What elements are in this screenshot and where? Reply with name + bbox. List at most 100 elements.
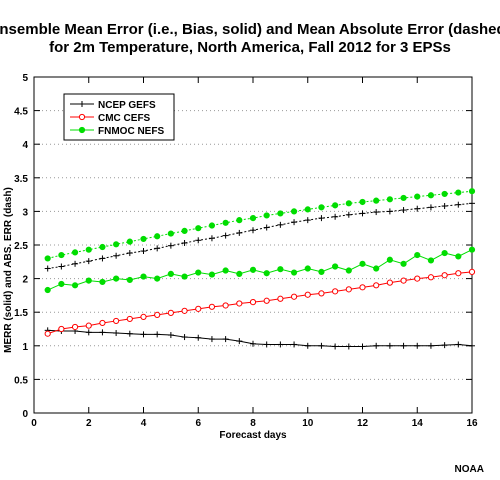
- legend-label-ncep: NCEP GEFS: [98, 100, 156, 111]
- ncep-gefs-bias-point: [250, 340, 256, 347]
- fnmoc-nefs-mae-point: [277, 210, 284, 217]
- fnmoc-nefs-mae-point: [249, 215, 257, 222]
- ncep-gefs-bias-point: [277, 341, 284, 348]
- fnmoc-nefs-mae-point: [44, 255, 51, 262]
- fnmoc-nefs-mae-point: [386, 196, 393, 203]
- cmc-cefs-bias-point: [332, 288, 339, 295]
- y-axis-label: MERR (solid) and ABS. ERR (dash): [3, 187, 14, 353]
- fnmoc-nefs-bias-point: [58, 280, 65, 288]
- ncep-gefs-mae-point: [44, 265, 51, 272]
- ncep-gefs-mae-point: [140, 248, 147, 255]
- ncep-gefs-mae-point: [167, 242, 174, 249]
- ncep-gefs-mae-point: [441, 203, 448, 210]
- ncep-gefs-mae-point: [263, 224, 270, 231]
- fnmoc-nefs-mae-point: [85, 246, 92, 253]
- fnmoc-nefs-bias-point: [167, 270, 174, 277]
- x-axis-label: Forecast days: [219, 430, 287, 441]
- cmc-cefs-bias-point: [304, 291, 311, 298]
- ncep-gefs-bias-point: [113, 330, 120, 337]
- fnmoc-nefs-bias-point: [85, 277, 92, 284]
- y-tick-label: 0: [22, 409, 28, 420]
- cmc-cefs-bias-point: [468, 268, 476, 275]
- fnmoc-nefs-mae-point: [414, 193, 421, 200]
- ncep-gefs-mae-point: [332, 213, 339, 220]
- y-tick-label: 0.5: [14, 375, 28, 386]
- cmc-cefs-bias-point: [318, 290, 325, 297]
- cmc-cefs-bias-point: [427, 274, 435, 281]
- fnmoc-nefs-bias-point: [304, 265, 311, 272]
- ncep-gefs-mae-point: [126, 250, 133, 257]
- ncep-gefs-bias-point: [359, 343, 366, 350]
- y-tick-label: 3.5: [14, 174, 28, 185]
- y-tick-label: 2.5: [14, 241, 28, 252]
- fnmoc-nefs-bias-point: [71, 282, 79, 289]
- fnmoc-nefs-bias-point: [113, 275, 120, 282]
- ncep-gefs-mae-point: [181, 239, 188, 246]
- fnmoc-nefs-mae-point: [181, 227, 188, 234]
- ncep-gefs-bias-point: [154, 331, 161, 338]
- fnmoc-nefs-mae-line: [47, 190, 473, 259]
- ncep-gefs-bias-point: [414, 342, 421, 349]
- series-group: [44, 188, 476, 350]
- ncep-gefs-mae-point: [72, 260, 79, 267]
- cmc-cefs-bias-point: [58, 325, 65, 333]
- x-tick-label: 0: [31, 418, 37, 429]
- fnmoc-nefs-mae-point: [126, 238, 133, 245]
- fnmoc-nefs-bias-point: [208, 271, 216, 278]
- cmc-cefs-bias-point: [167, 309, 174, 316]
- fnmoc-nefs-bias-point: [236, 270, 243, 277]
- ncep-gefs-mae-point: [414, 205, 421, 212]
- fnmoc-nefs-bias-point: [290, 269, 298, 276]
- fnmoc-nefs-bias-point: [249, 266, 257, 273]
- ncep-gefs-bias-point: [441, 342, 448, 349]
- ncep-gefs-mae-point: [208, 235, 215, 242]
- fnmoc-nefs-bias-point: [332, 263, 339, 270]
- fnmoc-nefs-mae-point: [427, 192, 435, 199]
- cmc-cefs-bias-point: [290, 293, 298, 300]
- cmc-cefs-bias-point: [263, 297, 270, 304]
- y-tick-label: 3: [22, 207, 28, 218]
- fnmoc-nefs-mae-point: [208, 222, 216, 229]
- cmc-cefs-bias-point: [44, 330, 51, 337]
- x-tick-label: 12: [357, 418, 369, 429]
- ncep-gefs-mae-point: [250, 227, 256, 234]
- cmc-cefs-bias-point: [441, 272, 448, 279]
- cmc-cefs-bias-point: [455, 270, 462, 277]
- ncep-gefs-bias-point: [181, 334, 188, 341]
- grid: [34, 110, 472, 380]
- ncep-gefs-mae-point: [359, 210, 366, 217]
- x-tick-label: 10: [302, 418, 314, 429]
- x-tick-label: 6: [195, 418, 201, 429]
- cmc-cefs-bias-point: [154, 311, 161, 318]
- ncep-gefs-bias-point: [373, 342, 380, 349]
- y-tick-label: 2: [22, 275, 28, 286]
- legend-marker-fnmoc-nefs: [78, 126, 86, 134]
- fnmoc-nefs-bias-point: [126, 276, 133, 284]
- ncep-gefs-mae-point: [469, 200, 475, 207]
- ncep-gefs-bias-point: [291, 341, 298, 348]
- ncep-gefs-bias-point: [469, 342, 475, 349]
- ncep-gefs-mae-point: [373, 209, 380, 216]
- y-tick-label: 1: [22, 342, 28, 353]
- ncep-gefs-bias-point: [386, 342, 393, 349]
- legend-marker-ncep-gefs: [79, 101, 85, 107]
- fnmoc-nefs-bias-line: [47, 249, 473, 291]
- cmc-cefs-bias-point: [373, 282, 380, 289]
- cmc-cefs-bias-point: [208, 303, 216, 310]
- fnmoc-nefs-mae-point: [290, 208, 298, 215]
- x-tick-label: 2: [86, 418, 92, 429]
- fnmoc-nefs-bias-point: [222, 267, 229, 274]
- fnmoc-nefs-bias-point: [318, 268, 325, 275]
- fnmoc-nefs-bias-point: [44, 286, 51, 294]
- fnmoc-nefs-mae-point: [332, 202, 339, 209]
- fnmoc-nefs-mae-point: [263, 212, 270, 219]
- fnmoc-nefs-bias-point: [441, 249, 448, 257]
- cmc-cefs-bias-point: [71, 323, 79, 331]
- ncep-gefs-mae-point: [400, 207, 407, 214]
- fnmoc-nefs-bias-point: [359, 260, 366, 267]
- ncep-gefs-bias-point: [427, 342, 434, 349]
- fnmoc-nefs-bias-point: [373, 265, 380, 272]
- legend-label-fnmoc: FNMOC NEFS: [98, 126, 164, 137]
- fnmoc-nefs-mae-point: [468, 188, 476, 195]
- y-tick-label: 4: [22, 140, 28, 151]
